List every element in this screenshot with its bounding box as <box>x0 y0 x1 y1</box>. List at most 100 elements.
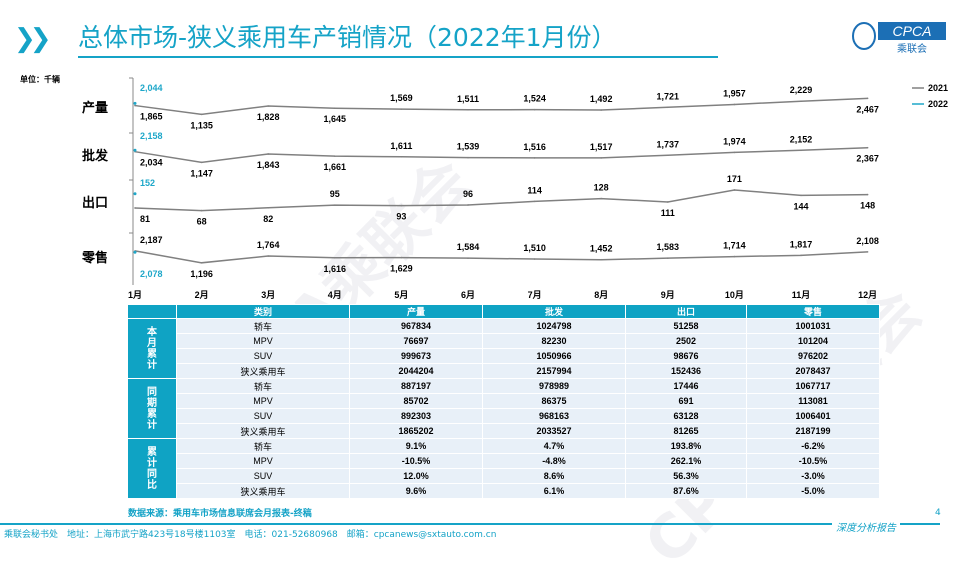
x-tick-label: 11月 <box>792 290 811 300</box>
data-point-2021 <box>267 105 270 107</box>
data-label-2021: 1,828 <box>257 112 280 122</box>
data-label-2021: 1,661 <box>324 162 347 172</box>
data-point-2021 <box>400 155 403 158</box>
value-cell: 86375 <box>482 393 626 409</box>
value-cell: 1865202 <box>349 423 483 439</box>
data-label-2021: 128 <box>594 183 609 193</box>
unit-label: 单位：千辆 <box>20 75 60 84</box>
data-label-2021: 2,467 <box>856 104 879 114</box>
data-label-2021: 2,108 <box>856 236 879 246</box>
data-label-2021: 1,135 <box>190 120 213 130</box>
data-point-2021 <box>866 146 869 149</box>
data-label-2021: 96 <box>463 189 473 199</box>
data-label-2021: 1,721 <box>657 91 680 101</box>
row-group-label: 累计同比 <box>147 446 157 491</box>
value-cell: 1067717 <box>746 378 880 394</box>
x-tick-label: 5月 <box>394 290 408 300</box>
value-cell: 2187199 <box>746 423 880 439</box>
data-point-2021 <box>733 189 736 191</box>
category-cell: MPV <box>176 393 350 409</box>
table-row: 累计同比 轿车 9.1% 4.7% 193.8% -6.2% <box>127 438 880 499</box>
data-point-2021 <box>800 149 802 152</box>
data-point-2022 <box>133 250 137 254</box>
panel-label: 批发 <box>82 148 109 163</box>
data-label-2021: 82 <box>263 214 273 224</box>
data-label-2021: 93 <box>396 212 406 222</box>
data-label-2021: 114 <box>527 185 542 195</box>
x-tick-label: 3月 <box>261 290 275 300</box>
chevron-icon: ❯❯ <box>14 24 51 54</box>
data-label-2021: 1,196 <box>190 269 213 279</box>
data-table: 类别 产量 批发 出口 零售 本月累计 轿车 967834 1024798 51258 100103… <box>127 304 880 499</box>
value-cell: 101204 <box>746 333 880 349</box>
data-label-2021: 111 <box>661 208 675 218</box>
value-cell: 98676 <box>625 348 747 364</box>
data-point-2021 <box>667 257 669 259</box>
data-label-2021: 1,569 <box>390 93 413 103</box>
data-label-2021: 2,187 <box>140 235 163 245</box>
column-header: 类别 <box>176 304 350 319</box>
data-point-2021 <box>267 153 270 155</box>
footer-contact: 乘联会秘书处 地址：上海市武宁路423号18号楼1103室 电话：021-526… <box>4 530 497 540</box>
value-cell: -6.2% <box>746 438 880 454</box>
value-cell: 262.1% <box>625 453 747 469</box>
data-point-2021 <box>800 254 802 257</box>
category-cell: SUV <box>176 408 350 424</box>
x-tick-label: 6月 <box>461 290 475 300</box>
value-cell: 4.7% <box>482 438 626 454</box>
data-label-2021: 1,584 <box>457 242 480 252</box>
data-point-2021 <box>267 206 270 209</box>
data-label-2021: 1,817 <box>790 239 813 249</box>
row-group-cell: 同期累计 <box>127 378 177 439</box>
table-row: MPV 76697 82230 2502 101204 <box>128 333 880 349</box>
data-label-2021: 1,147 <box>190 168 213 178</box>
data-point-2021 <box>334 204 336 206</box>
column-header: 出口 <box>625 304 747 319</box>
table-row: 狭义乘用车 2044204 2157994 152436 2078437 <box>128 363 880 379</box>
data-point-2021 <box>600 258 602 261</box>
data-label-2021: 1,583 <box>657 242 680 252</box>
data-point-2021 <box>533 258 536 260</box>
data-point-2022 <box>133 192 137 196</box>
x-tick-label: 12月 <box>858 290 877 300</box>
logo-text: CPCA <box>893 23 932 39</box>
value-cell: 976202 <box>746 348 880 364</box>
data-point-2021 <box>866 97 869 100</box>
data-point-2021 <box>467 257 469 259</box>
data-point-2021 <box>400 204 403 207</box>
value-cell: 82230 <box>482 333 626 349</box>
value-cell: -10.5% <box>349 453 483 469</box>
panel-label: 零售 <box>81 250 108 265</box>
data-point-2021 <box>533 108 536 111</box>
value-cell: 2157994 <box>482 363 626 379</box>
value-cell: 56.3% <box>625 468 747 484</box>
data-label-2021: 1,510 <box>523 243 546 253</box>
data-point-2021 <box>200 262 203 264</box>
data-label-2022: 2,044 <box>140 83 163 93</box>
category-cell: 轿车 <box>176 378 350 394</box>
series-2021-line <box>134 189 868 212</box>
value-cell: 9.6% <box>349 483 483 499</box>
data-point-2021 <box>200 113 203 116</box>
data-point-2021 <box>600 109 602 111</box>
value-cell: -5.0% <box>746 483 880 499</box>
data-point-2021 <box>667 106 669 109</box>
series-2021-line <box>134 146 868 164</box>
logo-sub: 乘联会 <box>897 42 927 54</box>
value-cell: 1024798 <box>482 318 626 334</box>
value-cell: 2078437 <box>746 363 880 379</box>
data-label-2021: 1,516 <box>523 142 546 152</box>
data-label-2021: 1,539 <box>457 142 480 152</box>
legend-entry: 2021 <box>928 83 948 93</box>
value-cell: 193.8% <box>625 438 747 454</box>
series-2021-line <box>134 250 868 264</box>
data-point-2021 <box>267 255 270 257</box>
value-cell: 17446 <box>625 378 747 394</box>
data-point-2021 <box>134 207 136 209</box>
data-label-2021: 2,152 <box>790 134 813 144</box>
value-cell: 63128 <box>625 408 747 424</box>
x-tick-label: 9月 <box>661 290 675 300</box>
data-point-2021 <box>667 154 669 157</box>
category-cell: 轿车 <box>176 438 350 454</box>
data-label-2021: 144 <box>793 201 808 211</box>
